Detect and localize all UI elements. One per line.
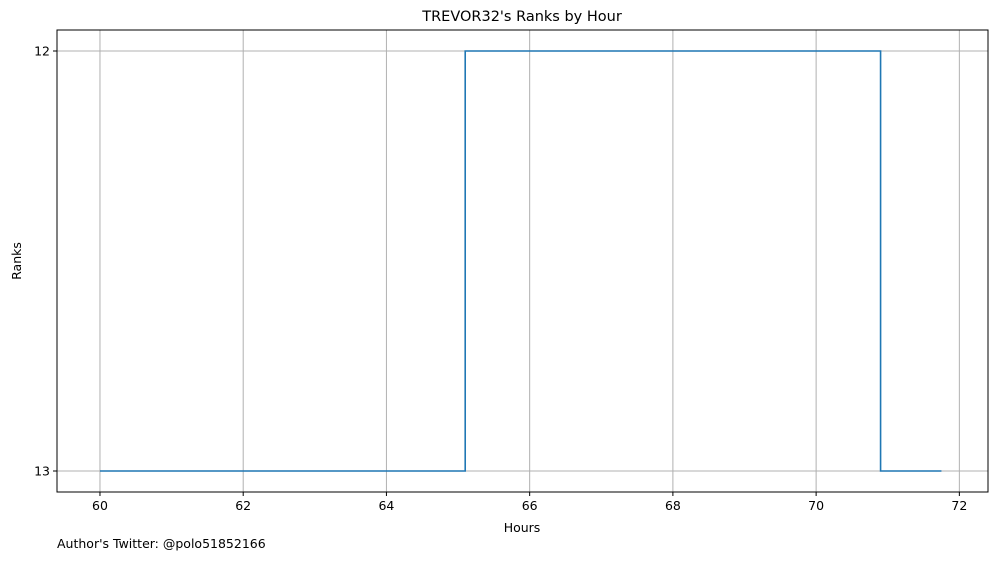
x-axis-label: Hours bbox=[504, 520, 541, 535]
x-axis-ticks: 60 62 64 66 68 70 72 bbox=[92, 492, 967, 513]
x-tick-label: 64 bbox=[378, 498, 394, 513]
x-tick-label: 66 bbox=[522, 498, 538, 513]
x-tick-label: 68 bbox=[665, 498, 681, 513]
x-tick-label: 62 bbox=[235, 498, 251, 513]
plot-frame bbox=[56, 29, 989, 493]
grid bbox=[57, 30, 988, 492]
y-tick-label: 13 bbox=[34, 464, 50, 479]
rank-step-line bbox=[99, 50, 942, 472]
author-twitter-note: Author's Twitter: @polo51852166 bbox=[57, 536, 266, 551]
x-tick-label: 72 bbox=[951, 498, 967, 513]
y-axis-ticks: 12 13 bbox=[34, 44, 57, 479]
chart-title: TREVOR32's Ranks by Hour bbox=[421, 9, 622, 25]
y-axis-label: Ranks bbox=[9, 242, 24, 280]
x-tick-label: 70 bbox=[808, 498, 824, 513]
plot-area bbox=[57, 30, 988, 492]
x-tick-label: 60 bbox=[92, 498, 108, 513]
series-layer bbox=[99, 50, 942, 472]
y-tick-label: 12 bbox=[34, 44, 50, 59]
